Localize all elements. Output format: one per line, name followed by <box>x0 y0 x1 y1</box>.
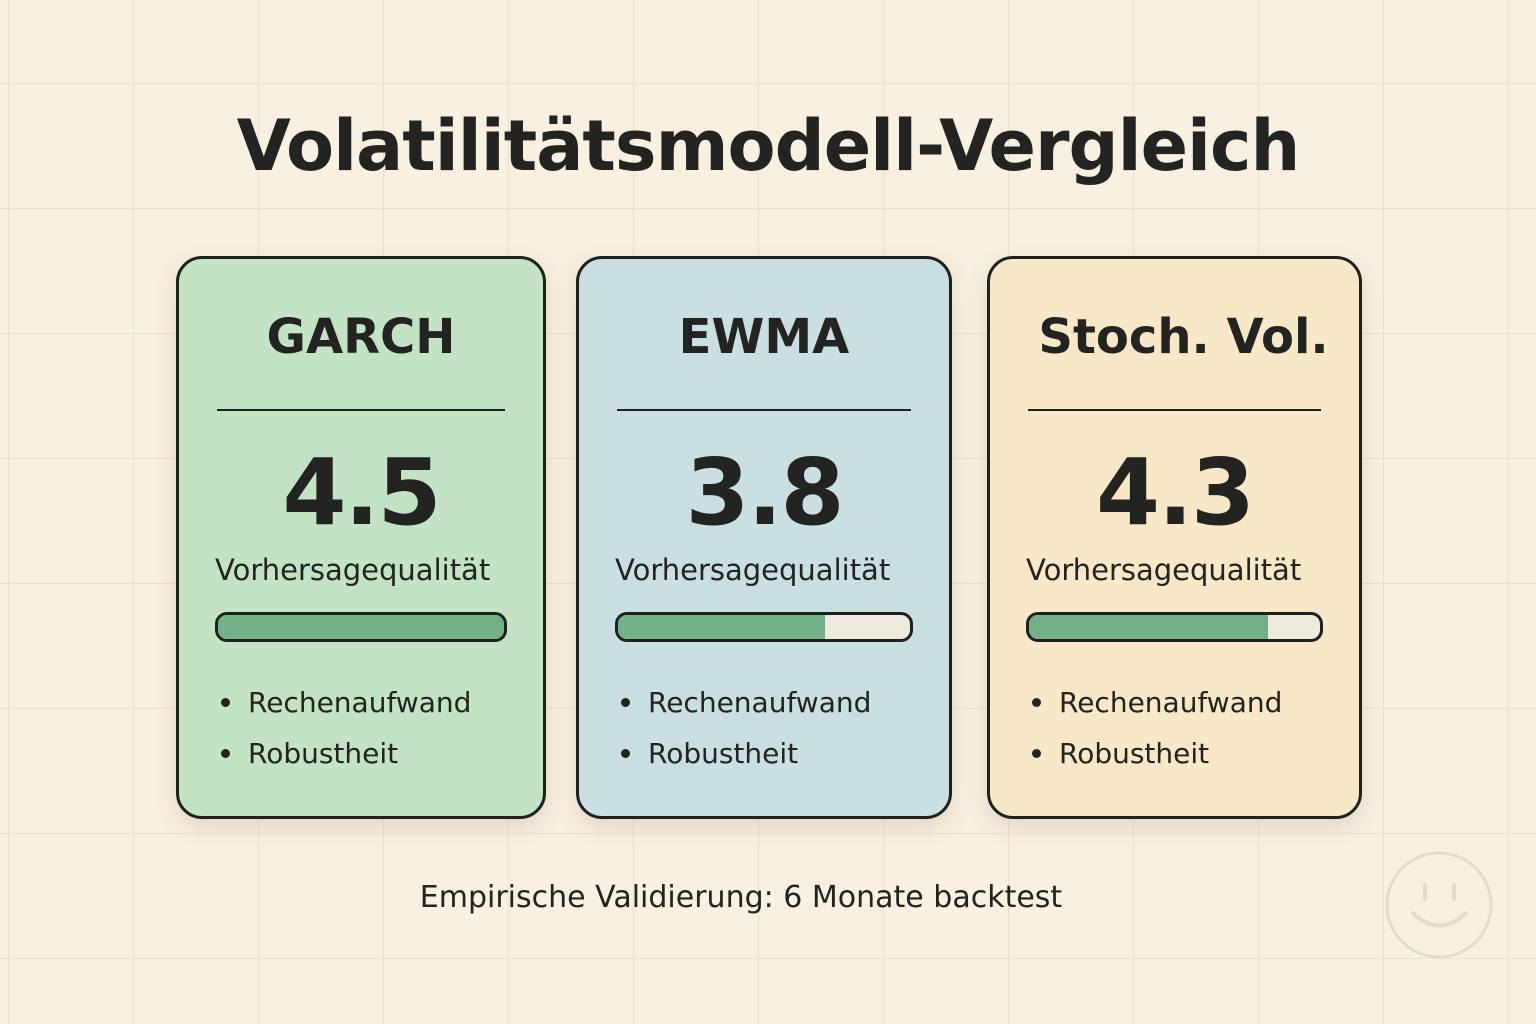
quality-progress-fill <box>218 615 504 639</box>
model-name: Stoch. Vol. <box>1038 309 1329 365</box>
bullet-icon <box>1032 698 1041 707</box>
smiley-icon <box>1385 851 1493 959</box>
score-value: 4.5 <box>282 439 442 546</box>
model-card-garch: GARCH 4.5 Vorhersagequalität Rechenaufwa… <box>176 256 546 819</box>
feature-label: Robustheit <box>648 737 799 770</box>
feature-label: Robustheit <box>1059 737 1210 770</box>
page-title: Volatilitätsmodell-Vergleich <box>236 105 1301 187</box>
feature-list: Rechenaufwand Robustheit <box>617 677 871 779</box>
bullet-icon <box>221 749 230 758</box>
divider <box>1028 409 1321 411</box>
divider <box>617 409 911 411</box>
score-value: 3.8 <box>685 439 845 546</box>
model-name: GARCH <box>266 309 456 365</box>
model-card-stoch-vol: Stoch. Vol. 4.3 Vorhersagequalität Reche… <box>987 256 1362 819</box>
model-name: EWMA <box>678 309 850 365</box>
feature-item: Rechenaufwand <box>217 677 471 728</box>
feature-label: Robustheit <box>248 737 399 770</box>
feature-item: Robustheit <box>617 728 871 779</box>
feature-item: Rechenaufwand <box>1028 677 1282 728</box>
model-card-ewma: EWMA 3.8 Vorhersagequalität Rechenaufwan… <box>576 256 952 819</box>
feature-item: Robustheit <box>217 728 471 779</box>
bullet-icon <box>621 749 630 758</box>
bullet-icon <box>1032 749 1041 758</box>
score-label: Vorhersagequalität <box>215 553 491 587</box>
bullet-icon <box>621 698 630 707</box>
feature-label: Rechenaufwand <box>648 686 872 719</box>
footer-note: Empirische Validierung: 6 Monate backtes… <box>419 880 1063 915</box>
divider <box>217 409 505 411</box>
quality-progress-fill <box>618 615 826 639</box>
quality-progress-fill <box>1029 615 1268 639</box>
feature-item: Robustheit <box>1028 728 1282 779</box>
score-value: 4.3 <box>1096 439 1255 546</box>
score-label: Vorhersagequalität <box>615 553 891 587</box>
quality-progress-bar <box>615 612 913 642</box>
quality-progress-bar <box>215 612 507 642</box>
score-label: Vorhersagequalität <box>1026 553 1302 587</box>
quality-progress-bar <box>1026 612 1323 642</box>
feature-label: Rechenaufwand <box>1059 686 1283 719</box>
feature-label: Rechenaufwand <box>248 686 472 719</box>
feature-list: Rechenaufwand Robustheit <box>217 677 471 779</box>
bullet-icon <box>221 698 230 707</box>
feature-item: Rechenaufwand <box>617 677 871 728</box>
feature-list: Rechenaufwand Robustheit <box>1028 677 1282 779</box>
